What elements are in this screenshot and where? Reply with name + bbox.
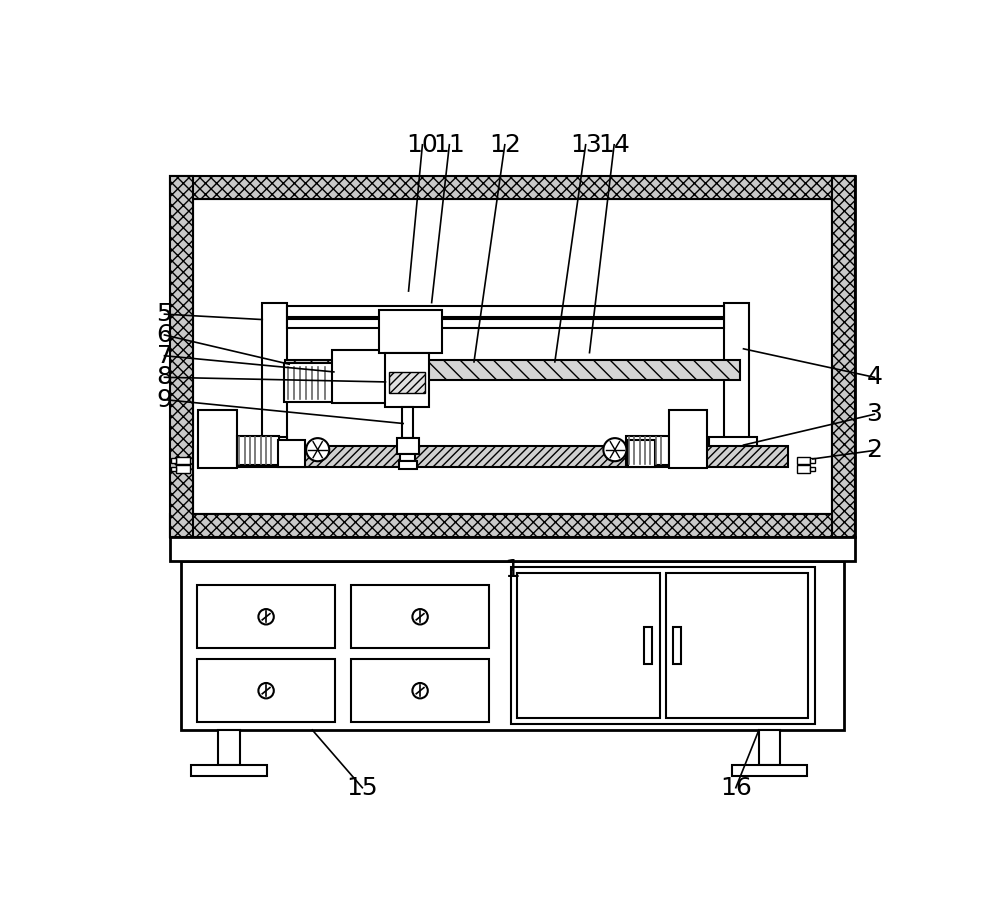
Bar xyxy=(197,585,335,649)
Text: 12: 12 xyxy=(489,133,521,157)
Bar xyxy=(181,561,844,730)
Text: 1: 1 xyxy=(505,558,520,582)
Bar xyxy=(170,538,855,561)
Text: 14: 14 xyxy=(598,133,630,157)
Bar xyxy=(191,765,267,776)
Bar xyxy=(176,465,190,473)
Circle shape xyxy=(412,683,428,699)
Bar xyxy=(810,467,815,471)
Bar xyxy=(284,363,333,402)
Text: 13: 13 xyxy=(570,133,602,157)
Bar xyxy=(287,307,724,317)
Bar xyxy=(511,566,815,723)
Bar xyxy=(193,199,832,515)
Text: 11: 11 xyxy=(433,133,465,157)
Bar xyxy=(170,176,193,538)
Bar xyxy=(732,765,807,776)
Bar xyxy=(351,659,489,723)
Text: 2: 2 xyxy=(866,439,882,462)
Circle shape xyxy=(306,438,329,461)
Bar xyxy=(197,659,335,723)
Bar xyxy=(239,437,287,461)
Bar xyxy=(176,456,190,464)
Bar xyxy=(797,465,810,473)
Bar xyxy=(399,461,417,469)
Text: 6: 6 xyxy=(156,323,172,346)
Bar xyxy=(402,407,413,438)
Bar xyxy=(724,303,749,461)
Bar xyxy=(278,440,305,467)
Bar xyxy=(644,626,652,663)
Bar xyxy=(198,445,788,467)
Bar xyxy=(351,585,489,649)
Bar xyxy=(171,458,176,463)
Text: 10: 10 xyxy=(407,133,438,157)
Text: 9: 9 xyxy=(157,388,172,411)
Bar xyxy=(262,303,287,461)
Bar xyxy=(385,353,429,407)
Circle shape xyxy=(258,683,274,699)
Bar xyxy=(285,360,740,381)
Bar xyxy=(170,515,855,538)
Bar xyxy=(759,730,780,765)
Bar xyxy=(287,319,724,328)
Bar xyxy=(379,310,442,354)
Text: 16: 16 xyxy=(720,776,752,799)
Text: 8: 8 xyxy=(156,365,172,389)
Text: 4: 4 xyxy=(866,365,882,389)
Bar xyxy=(171,467,176,471)
Bar xyxy=(673,626,681,663)
Text: 7: 7 xyxy=(157,344,172,368)
Bar xyxy=(628,440,655,467)
Bar xyxy=(218,730,240,765)
Bar xyxy=(397,438,419,454)
Bar xyxy=(170,176,855,199)
Text: 15: 15 xyxy=(347,776,378,799)
Circle shape xyxy=(412,609,428,625)
Bar xyxy=(389,372,425,394)
Bar xyxy=(666,573,808,718)
Circle shape xyxy=(603,438,626,461)
Bar xyxy=(517,573,660,718)
Bar xyxy=(626,436,669,465)
Bar xyxy=(198,410,237,468)
Circle shape xyxy=(258,609,274,625)
Bar xyxy=(400,454,415,461)
Text: 3: 3 xyxy=(866,402,882,426)
Bar xyxy=(810,458,815,463)
Bar xyxy=(797,456,810,464)
Bar xyxy=(669,410,707,468)
Bar xyxy=(237,436,279,465)
Bar xyxy=(332,349,388,404)
Text: 5: 5 xyxy=(157,302,172,326)
Bar xyxy=(709,437,757,461)
Bar xyxy=(170,176,855,538)
Bar xyxy=(832,176,855,538)
